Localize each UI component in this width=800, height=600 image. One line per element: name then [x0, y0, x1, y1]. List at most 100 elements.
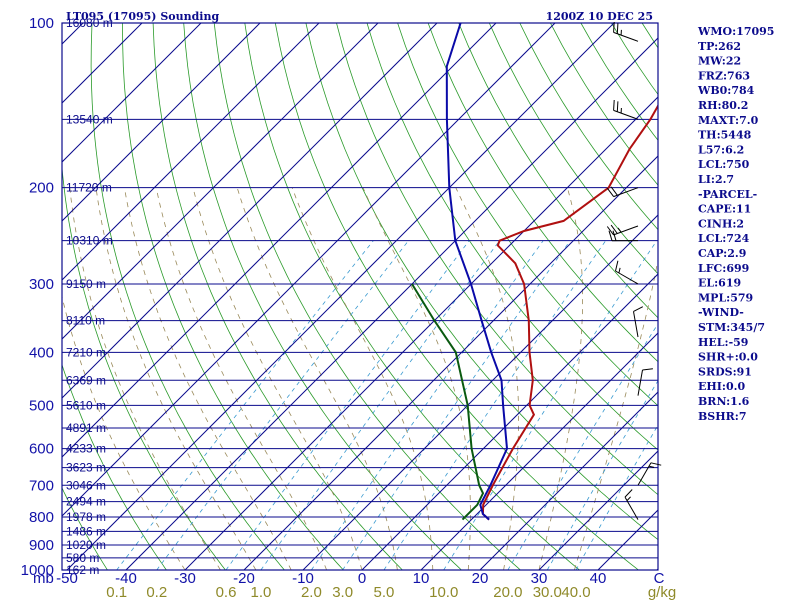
moist-adiabat-line	[574, 257, 658, 570]
temperature-unit-label: C	[654, 570, 665, 587]
height-label: 7210 m	[66, 345, 106, 359]
wind-barb	[606, 224, 639, 236]
index-line: LCL:724	[698, 232, 750, 245]
mixing-ratio-labels: 0.1 0.2 0.6 1.0 2.0 3.0 5.0 10.0 20.0 30.0 40.0 g/k…	[106, 584, 676, 600]
isotherm-line	[302, 214, 658, 570]
index-line: -PARCEL-	[698, 188, 757, 201]
wind-barb	[633, 306, 644, 338]
index-line: SHR+:0.0	[698, 351, 758, 364]
height-label: 2494 m	[66, 495, 106, 509]
wind-barb	[613, 21, 639, 42]
index-line: LFC:699	[698, 262, 749, 275]
mixing-ratio-line	[507, 323, 658, 570]
pressure-tick-label: 900	[29, 537, 54, 554]
temperature-tick-label: 30	[531, 570, 548, 587]
pressure-tick-label: 100	[29, 15, 54, 32]
parcel-profile	[411, 283, 485, 521]
index-line: CINH:2	[698, 217, 744, 230]
temperature-tick-label: 0	[358, 570, 366, 587]
height-label: 3623 m	[66, 461, 106, 475]
isotherm-line	[62, 23, 497, 458]
index-line: WMO:17095	[697, 25, 774, 38]
temperature-tick-label: -20	[233, 570, 255, 587]
mixing-ratio-tick-label: 20.0	[493, 584, 522, 600]
height-label: 9150 m	[66, 277, 106, 291]
mixing-ratio-tick-label: 0.2	[146, 584, 167, 600]
wind-barbs	[606, 21, 662, 520]
isotherm-line	[243, 155, 658, 570]
temperature-tick-label: -30	[174, 570, 196, 587]
isotherm-line	[62, 23, 261, 222]
height-label: 3046 m	[66, 478, 106, 492]
pressure-tick-label: 700	[29, 477, 54, 494]
mixing-ratio-tick-label: 0.6	[216, 584, 237, 600]
isotherm-line	[62, 23, 438, 399]
mixing-ratio-line	[116, 240, 374, 570]
height-label: 1020 m	[66, 538, 106, 552]
wind-barb	[637, 368, 653, 396]
mixing-ratio-line	[342, 240, 571, 570]
height-label: 16080 m	[66, 16, 113, 30]
isotherm-line	[62, 23, 320, 281]
mixing-ratio-tick-label: 40.0	[561, 584, 590, 600]
height-label: 6369 m	[66, 373, 106, 387]
height-label: 1486 m	[66, 524, 106, 538]
mixing-ratio-tick-label: 3.0	[332, 584, 353, 600]
index-line: EL:619	[698, 277, 741, 290]
height-label: 8110 m	[66, 314, 105, 328]
temperature-tick-label: 40	[590, 570, 607, 587]
wind-barb	[606, 186, 639, 198]
index-line: -WIND-	[698, 306, 744, 319]
index-line: EHI:0.0	[698, 380, 745, 393]
isotherm-line	[125, 37, 658, 570]
index-line: LCL:750	[698, 158, 750, 171]
pressure-tick-label: 600	[29, 441, 54, 458]
pressure-axis-labels: 100 200 300 400 500 600 700 800 900 1000	[21, 15, 54, 579]
dewpoint-profile	[445, 23, 509, 521]
temperature-axis-labels: mb -50 -40 -30 -20 -10 0 10 20 30 40 C	[33, 570, 665, 587]
wind-barb	[624, 489, 639, 520]
index-line: STM:345/7	[698, 321, 765, 334]
moist-adiabat-line	[236, 187, 398, 570]
height-label: 1978 m	[66, 510, 106, 524]
isotherm-line	[62, 23, 379, 340]
index-line: MAXT:7.0	[698, 114, 759, 127]
mixing-ratio-line	[443, 240, 658, 570]
pressure-tick-label: 300	[29, 276, 54, 293]
height-label: 13540 m	[66, 112, 113, 126]
index-line: WB0:784	[697, 84, 755, 97]
mixing-ratio-tick-label: 0.1	[106, 584, 127, 600]
time-title: 1200Z 10 DEC 25	[546, 10, 653, 23]
index-line: LI:2.7	[698, 173, 734, 186]
mixing-ratio-tick-label: 10.0	[429, 584, 458, 600]
mixing-ratio-line	[260, 240, 500, 570]
index-line: CAP:2.9	[698, 247, 746, 260]
height-label: 4233 m	[66, 442, 106, 456]
index-line: SRDS:91	[698, 365, 752, 378]
isotherm-line	[361, 273, 658, 570]
plot-frame	[61, 22, 659, 571]
height-label: 10310 m	[66, 234, 113, 248]
mixing-ratio-tick-label: 5.0	[374, 584, 395, 600]
isotherm-line	[420, 332, 658, 570]
index-line: BSHR:7	[698, 410, 747, 423]
temperature-tick-label: 20	[472, 570, 489, 587]
wind-barb	[613, 99, 639, 120]
wind-barb	[637, 462, 662, 486]
index-line: MPL:579	[698, 291, 753, 304]
mixing-ratio-line	[575, 424, 658, 570]
temperature-profile	[481, 103, 658, 521]
height-label: 4891 m	[66, 421, 106, 435]
temperature-tick-label: -10	[292, 570, 314, 587]
pressure-tick-label: 500	[29, 397, 54, 414]
temperature-tick-label: 10	[413, 570, 430, 587]
moist-adiabat-line	[124, 187, 292, 570]
height-labels: 16080 m 13540 m 11720 m 10310 m 9150 m 8110 m…	[66, 16, 113, 577]
mixing-ratio-tick-label: 30.0	[533, 584, 562, 600]
index-line: FRZ:763	[698, 69, 750, 82]
mixing-ratio-line	[546, 380, 658, 570]
mixing-ratio-tick-label: 2.0	[301, 584, 322, 600]
